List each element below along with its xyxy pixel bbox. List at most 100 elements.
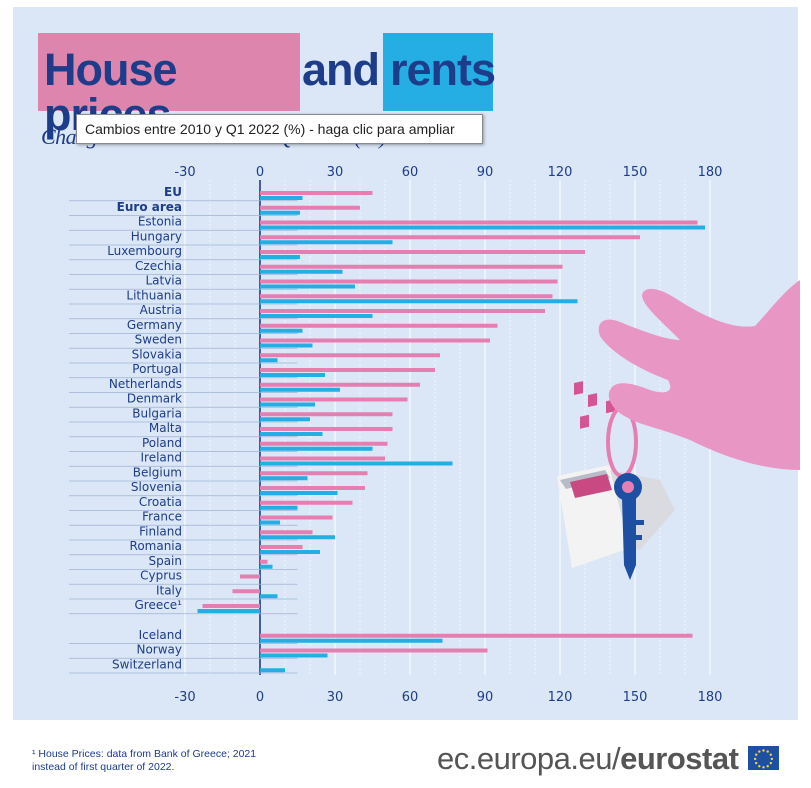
x-tick-label-top: 30 [327, 165, 344, 180]
row-separators [69, 200, 298, 674]
category-label: Portugal [132, 362, 182, 376]
rents-bar [260, 417, 310, 422]
house-prices-bar [260, 471, 368, 476]
category-label: Malta [149, 421, 182, 435]
rents-bar [260, 550, 320, 554]
rents-bar [260, 358, 278, 363]
rents-bar [260, 373, 325, 377]
x-tick-label-top: 90 [477, 165, 494, 180]
rents-bar [260, 196, 303, 200]
title-highlight-pink: House prices [38, 33, 300, 137]
house-prices-bar [260, 235, 640, 240]
hand-with-keys-illustration [557, 280, 800, 580]
category-label: France [142, 510, 182, 524]
x-tick-label-bottom: 30 [327, 690, 344, 705]
x-axis-bottom: -30 0 30 60 90 120 150 180 [174, 690, 722, 705]
category-label: Iceland [139, 628, 182, 642]
category-label: Slovakia [132, 347, 182, 361]
house-prices-bar [260, 633, 693, 638]
category-label: Latvia [145, 274, 182, 288]
house-prices-bar [260, 191, 373, 195]
house-prices-bar [260, 264, 563, 269]
rents-bar [260, 299, 578, 304]
title-and: and [302, 44, 380, 95]
x-axis-top: -30 0 30 60 90 120 150 180 [174, 165, 722, 180]
title-plain: and [300, 33, 382, 111]
rents-bar [260, 638, 443, 643]
house-prices-bar [260, 397, 408, 402]
x-tick-label-bottom: 90 [477, 690, 494, 705]
footnote-line-1: ¹ House Prices: data from Bank of Greece… [32, 748, 257, 760]
rents-bar [260, 269, 343, 274]
house-prices-bar [260, 368, 435, 372]
house-prices-bar [260, 515, 333, 520]
house-prices-bar [260, 279, 558, 284]
house-prices-bar [260, 559, 268, 564]
brand-domain: ec.europa.eu/ [437, 741, 621, 776]
house-prices-bar [260, 486, 365, 490]
category-label: Belgium [133, 465, 182, 479]
category-label: Denmark [127, 392, 182, 406]
rents-bar [260, 461, 453, 466]
house-prices-bar [260, 382, 420, 387]
category-label: Cyprus [140, 569, 182, 583]
eu-flag-icon [748, 746, 779, 770]
rents-bar [260, 520, 280, 525]
rents-bar [260, 343, 313, 348]
house-prices-bar [260, 441, 388, 446]
category-label: Switzerland [112, 657, 182, 671]
house-prices-bar [260, 648, 488, 653]
bars [197, 191, 705, 673]
category-label: Bulgaria [132, 406, 182, 420]
house-prices-bar [260, 412, 393, 417]
house-prices-bar [232, 589, 260, 594]
category-label: Romania [130, 539, 182, 553]
rents-bar [260, 210, 300, 215]
category-label: Czechia [135, 259, 182, 273]
x-tick-label-top: 150 [623, 165, 648, 180]
x-tick-label-bottom: 120 [548, 690, 573, 705]
rents-bar [197, 609, 260, 613]
rents-bar [260, 476, 308, 481]
category-label: Germany [127, 318, 182, 332]
eu-stars-icon [753, 749, 774, 769]
house-prices-bar [260, 309, 545, 313]
category-label: Estonia [138, 215, 182, 229]
house-prices-bar [260, 545, 303, 549]
house-prices-bar [260, 294, 553, 299]
house-prices-bar [260, 530, 313, 535]
x-tick-label-bottom: 150 [623, 690, 648, 705]
x-tick-label-top: 0 [256, 165, 264, 180]
rents-bar [260, 402, 315, 407]
category-label: Norway [136, 643, 182, 657]
category-label: Sweden [135, 333, 182, 347]
rents-bar [260, 505, 298, 510]
title-highlight-blue: rents [383, 33, 496, 111]
rents-bar [260, 284, 355, 289]
x-tick-label-top: 60 [402, 165, 419, 180]
house-prices-bar [260, 500, 353, 505]
rents-bar [260, 594, 278, 599]
title-rents: rents [390, 44, 496, 95]
house-prices-bar [260, 205, 360, 210]
brand-eurostat: eurostat [620, 741, 739, 776]
house-prices-bar [260, 250, 585, 254]
house-prices-bar [260, 427, 393, 431]
house-prices-bar [260, 220, 698, 225]
eurostat-link[interactable]: ec.europa.eu/eurostat [437, 741, 739, 777]
rents-bar [260, 255, 300, 259]
rents-bar [260, 653, 328, 658]
category-label: EU [164, 185, 182, 199]
category-label: Austria [140, 303, 182, 317]
category-label: Finland [139, 524, 182, 538]
rents-bar [260, 432, 323, 436]
category-label: Luxembourg [107, 244, 182, 258]
category-label: Slovenia [131, 480, 182, 494]
rents-bar [260, 328, 303, 333]
footnote: ¹ House Prices: data from Bank of Greece… [32, 748, 332, 774]
house-prices-bar [260, 456, 385, 461]
rents-bar [260, 564, 273, 569]
category-label: Lithuania [126, 288, 182, 302]
